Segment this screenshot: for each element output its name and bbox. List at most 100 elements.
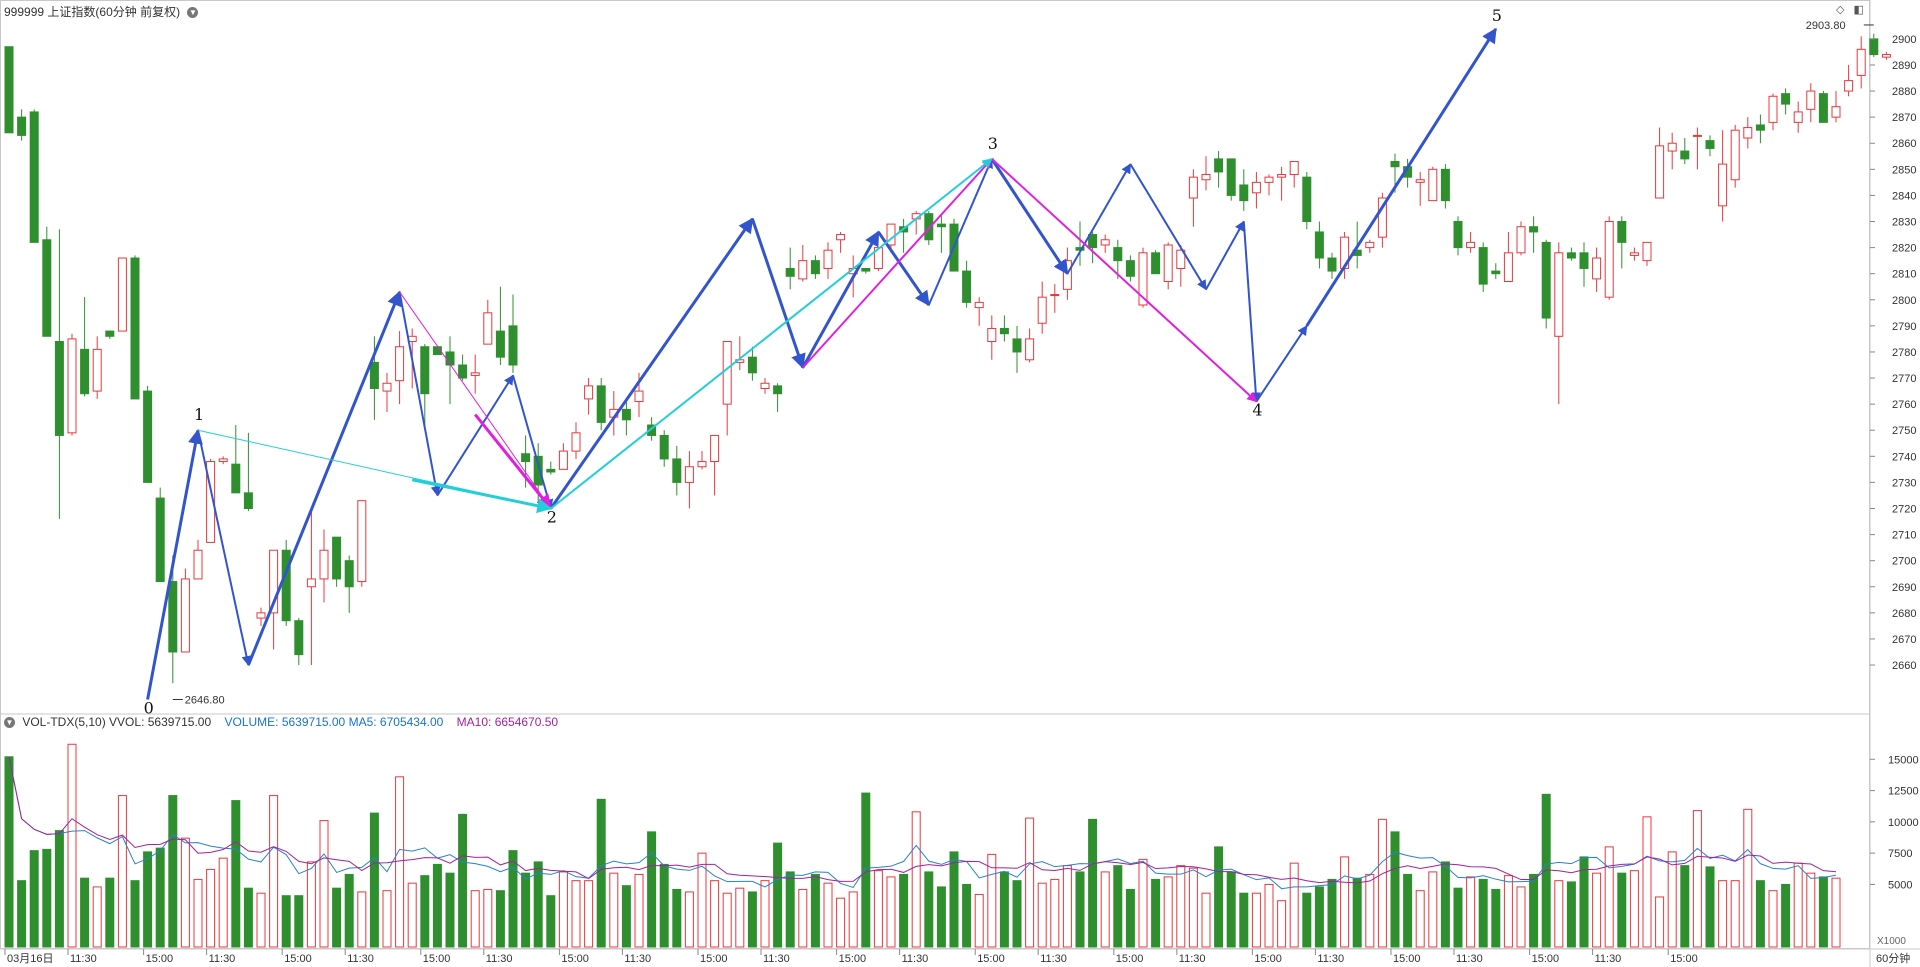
volume-bar (1201, 892, 1211, 948)
candle-body (29, 111, 39, 243)
candle-body (647, 424, 657, 436)
candle-body (1642, 241, 1652, 262)
volume-bar (369, 812, 379, 948)
volume-bar (1025, 817, 1035, 948)
volume-bar (4, 756, 14, 948)
candle-body (130, 257, 140, 400)
volume-bar (294, 895, 304, 948)
wave-arrow-blue (512, 375, 554, 510)
candle-body (1579, 252, 1589, 269)
volume-bar (1440, 861, 1450, 948)
candle-body (1730, 129, 1740, 181)
candle-body (962, 270, 972, 303)
wave-arrow-blue (146, 428, 203, 700)
time-tick-label: 15:00 (839, 953, 867, 965)
volume-bar (1277, 900, 1287, 948)
candle-body (571, 432, 581, 452)
volume-bar (1302, 892, 1312, 948)
volume-bar (1705, 866, 1715, 948)
volume-bar (1327, 878, 1337, 948)
time-tick-label: 15:00 (561, 953, 589, 965)
volume-bar (1226, 871, 1236, 948)
candle-body (92, 348, 102, 392)
volume-bar (508, 850, 518, 948)
corner-tools: ◇ ◧ (1836, 3, 1864, 16)
volume-bar (1037, 882, 1047, 948)
volume-bar (306, 861, 316, 948)
candle-body (1491, 270, 1501, 275)
wave-label: 0 (144, 698, 154, 717)
candle-body (773, 385, 783, 395)
candle-body (256, 612, 266, 619)
volume-tick-label: 12500 (1888, 786, 1919, 798)
candle-body (1793, 111, 1803, 123)
candle-body (1705, 140, 1715, 149)
wave-arrow-blue (1205, 220, 1245, 290)
candle-body (1390, 160, 1400, 168)
chart-frame (0, 0, 1870, 949)
candle-body (4, 46, 14, 134)
volume-bar (130, 880, 140, 948)
chevron-down-icon[interactable]: ▼ (187, 7, 199, 19)
candle-body (369, 361, 379, 389)
volume-bar (1541, 793, 1551, 948)
axis-layer: 2660267026802690270027102720273027402750… (4, 34, 1919, 965)
candle-body (722, 341, 732, 405)
volume-bar (521, 872, 531, 948)
volume-bar (1667, 851, 1677, 948)
candle-body (924, 213, 934, 241)
volume-value: VOLUME: 5639715.00 (224, 715, 346, 729)
candle-body (1226, 158, 1236, 196)
wave-arrow-blue (197, 430, 252, 667)
vvol-value: VVOL: 5639715.00 (109, 715, 212, 729)
volume-bar (546, 895, 556, 948)
candle-body (1781, 93, 1791, 105)
chevron-down-icon[interactable]: ▼ (4, 717, 15, 729)
volume-bar (54, 830, 64, 948)
volume-bar (1655, 896, 1665, 948)
window-icon[interactable]: ◧ (1853, 4, 1864, 16)
volume-bar (1579, 856, 1589, 948)
time-tick-label: 11:30 (763, 953, 790, 965)
candle-body (420, 346, 430, 395)
candle-body (1629, 252, 1639, 256)
time-tick-label: 15:00 (284, 953, 312, 965)
volume-bar (999, 871, 1009, 948)
volume-bar (785, 871, 795, 948)
candle-body (395, 346, 405, 382)
volume-bar (281, 895, 291, 948)
volume-bar (1818, 876, 1828, 948)
wave-arrow-blue (1255, 325, 1308, 403)
time-tick-label: 15:00 (700, 953, 728, 965)
volume-bar (760, 880, 770, 948)
volume-bar (659, 863, 669, 948)
time-tick-label: 11:30 (624, 953, 651, 965)
candle-body (1592, 257, 1602, 280)
candle-body (243, 492, 253, 509)
candle-body (1516, 226, 1526, 254)
wave-layer: 2646.80 2903.80 0 1 2 3 4 5 (144, 6, 1874, 717)
candle-body (584, 385, 594, 400)
candle-body (105, 330, 115, 337)
volume-bar (269, 795, 279, 948)
candle-body (1012, 338, 1022, 353)
wave-arrow-blue (750, 218, 806, 370)
price-tick-label: 2780 (1892, 347, 1916, 359)
volume-bar (1428, 871, 1438, 948)
diamond-icon[interactable]: ◇ (1836, 4, 1845, 16)
volume-bar (1214, 846, 1224, 948)
candle-body (332, 536, 342, 580)
volume-bar (495, 890, 505, 948)
candle-body (1453, 221, 1463, 249)
wave-arrow-cyan (550, 158, 993, 510)
volume-bar (1453, 887, 1463, 948)
price-tick-label: 2690 (1892, 582, 1916, 594)
volume-bar (1604, 846, 1614, 948)
wave-arrow-blue (398, 291, 441, 497)
candle-body (1856, 48, 1866, 76)
time-tick-label: 11:30 (1317, 953, 1344, 965)
volume-bar (1365, 873, 1375, 948)
volume-tick-label: 15000 (1888, 754, 1919, 766)
volume-bar (29, 850, 39, 948)
